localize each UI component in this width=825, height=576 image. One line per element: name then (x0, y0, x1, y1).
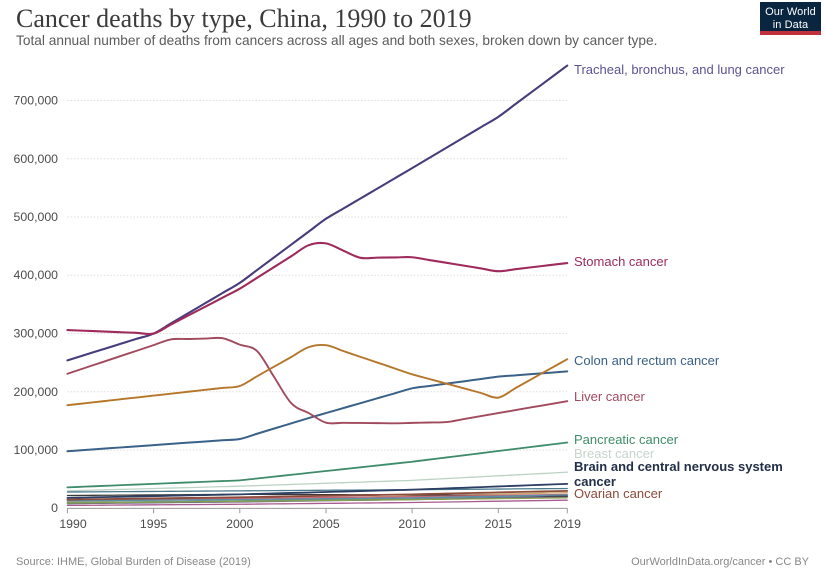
svg-text:700,000: 700,000 (14, 94, 59, 108)
svg-text:2005: 2005 (312, 517, 340, 531)
svg-text:2015: 2015 (485, 517, 513, 531)
svg-text:300,000: 300,000 (14, 327, 59, 341)
svg-text:1995: 1995 (140, 517, 168, 531)
svg-text:0: 0 (51, 501, 58, 515)
svg-text:2019: 2019 (554, 517, 582, 531)
svg-text:600,000: 600,000 (14, 152, 59, 166)
svg-text:2000: 2000 (226, 517, 254, 531)
svg-text:500,000: 500,000 (14, 210, 59, 224)
svg-text:100,000: 100,000 (14, 443, 59, 457)
svg-text:400,000: 400,000 (14, 268, 59, 282)
svg-text:200,000: 200,000 (14, 385, 59, 399)
svg-text:2010: 2010 (398, 517, 426, 531)
svg-text:1990: 1990 (59, 517, 87, 531)
